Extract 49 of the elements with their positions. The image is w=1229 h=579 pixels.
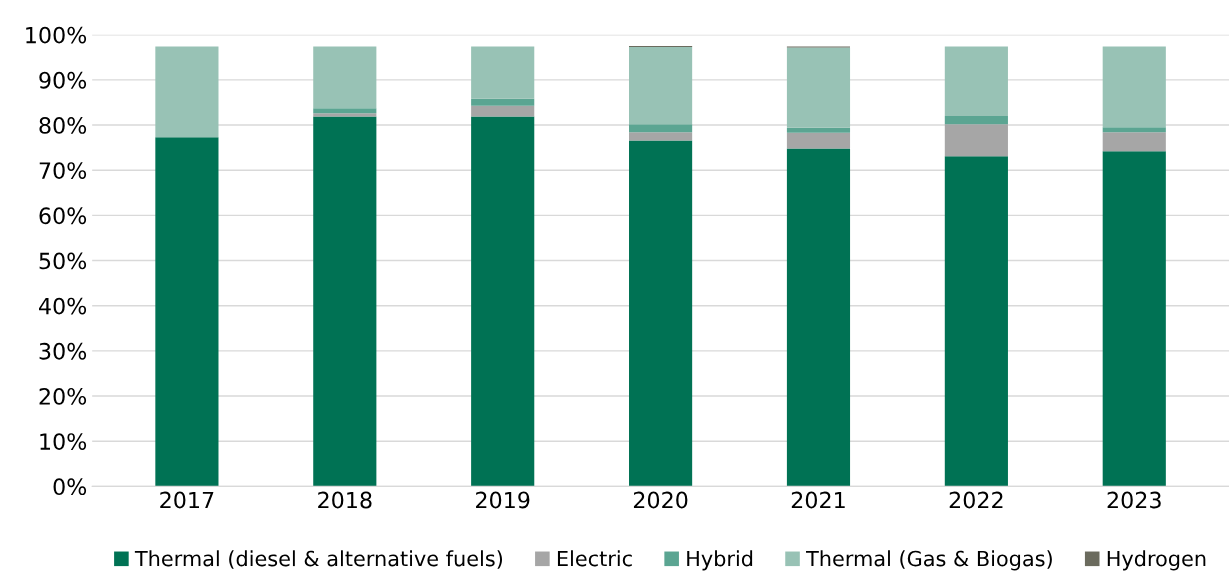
bar: [944, 46, 1008, 117]
bar: [629, 46, 693, 125]
legend-label: Hybrid: [687, 550, 753, 571]
bar: [1102, 127, 1166, 133]
y-tick-label: 50%: [39, 252, 87, 270]
bar: [471, 46, 535, 99]
legend-label: Thermal (Gas & Biogas): [806, 550, 1052, 571]
bar: [313, 108, 377, 114]
bar: [944, 156, 1008, 487]
bar: [313, 46, 377, 109]
bar: [629, 140, 693, 487]
x-tick-label: 2022: [949, 491, 1003, 509]
bar: [155, 137, 219, 487]
y-tick-label: 70%: [39, 162, 87, 179]
bar: [1102, 132, 1166, 152]
bar: [155, 46, 219, 138]
y-tick-label: 0%: [53, 478, 87, 496]
bar: [944, 116, 1008, 125]
y-tick-label: 10%: [40, 433, 87, 450]
bar: [471, 98, 535, 106]
legend-label: Electric: [557, 550, 632, 567]
legend-label: Hydrogen: [1107, 550, 1206, 571]
x-tick-label: 2019: [476, 491, 530, 509]
bar: [786, 132, 851, 149]
x-tick-label: 2023: [1107, 491, 1161, 509]
y-tick-label: 60%: [39, 207, 87, 225]
bar: [1102, 46, 1166, 128]
x-tick-label: 2018: [318, 491, 372, 509]
bar: [786, 148, 851, 487]
y-tick-label: 20%: [39, 387, 87, 405]
bar: [786, 47, 851, 128]
bar: [629, 124, 693, 133]
bar: [629, 132, 693, 141]
y-tick-label: 100%: [26, 26, 87, 44]
y-tick-label: 40%: [39, 297, 87, 315]
bar: [313, 113, 377, 117]
bar: [944, 124, 1008, 157]
x-tick-label: 2017: [160, 491, 214, 509]
x-tick-label: 2020: [633, 491, 688, 509]
bar: [471, 116, 535, 487]
legend-label: Thermal (diesel & alternative fuels): [134, 550, 503, 569]
y-tick-label: 30%: [39, 342, 87, 360]
bar: [313, 116, 377, 487]
y-tick-label: 90%: [39, 71, 87, 89]
y-tick-label: 80%: [39, 117, 87, 134]
x-tick-label: 2021: [791, 491, 845, 509]
bar: [1102, 151, 1166, 487]
bar: [471, 105, 535, 117]
bar: [786, 127, 851, 133]
